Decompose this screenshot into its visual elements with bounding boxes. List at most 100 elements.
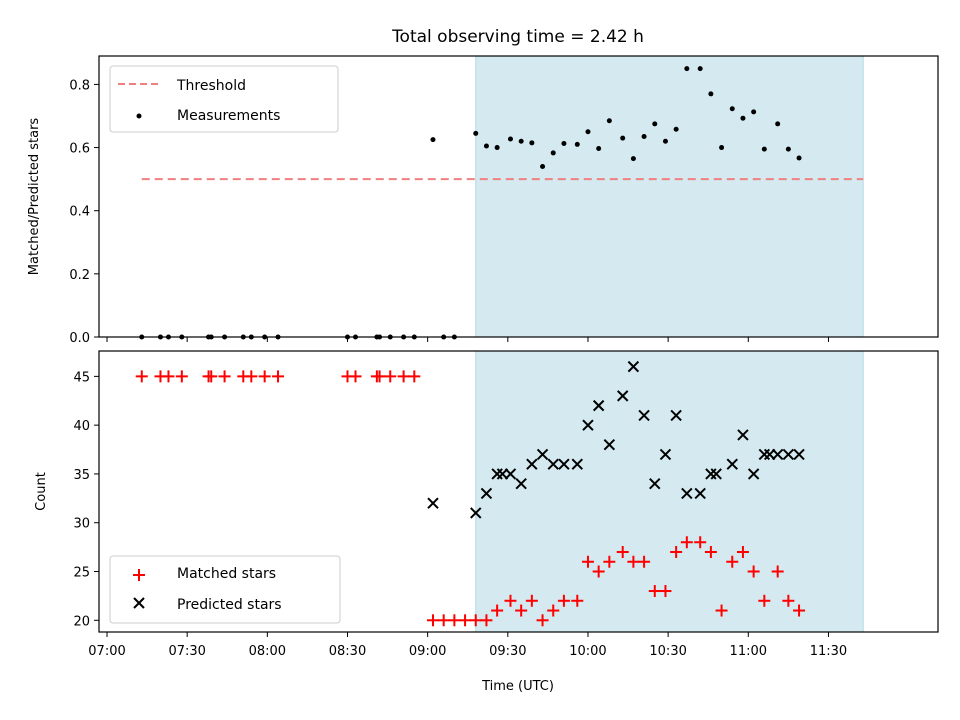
bottom-x-tick-label: 11:00 (730, 644, 767, 659)
predicted-star-point (616, 390, 629, 402)
matched-star-point (437, 614, 450, 627)
predicted-star-point (603, 438, 616, 451)
measurement-point (719, 145, 725, 151)
measurement-point (561, 140, 567, 146)
predicted-star-point (547, 458, 559, 470)
legend-matched-label: Matched stars (177, 566, 276, 582)
measurement-point (761, 146, 767, 152)
measurement-point (729, 106, 735, 112)
top-panel: 0.00.20.40.60.8 Matched/Predicted stars … (27, 55, 939, 346)
predicted-star-point (737, 429, 749, 441)
measurement-point (550, 150, 556, 156)
top-y-tick-label: 0.6 (69, 142, 90, 157)
matched-star-point (135, 370, 148, 383)
top-y-tick-label: 0.8 (69, 78, 90, 93)
matched-star-point (515, 604, 528, 617)
predicted-star-point (582, 419, 594, 431)
bottom-y-tick-label: 30 (73, 517, 90, 532)
bottom-x-tick-label: 08:30 (329, 644, 366, 659)
measurement-point (473, 130, 479, 136)
predicted-star-point (536, 448, 549, 461)
matched-star-point (205, 370, 218, 383)
predicted-star-point (571, 458, 583, 470)
measurement-point (708, 91, 714, 97)
predicted-star-point (649, 477, 661, 490)
measurement-point (740, 115, 746, 121)
matched-star-point (491, 604, 504, 617)
bottom-x-tick-label: 11:30 (810, 644, 847, 659)
matched-star-point (175, 370, 188, 383)
matched-star-point (469, 614, 482, 627)
matched-star-point (736, 545, 749, 558)
measurement-point (540, 164, 546, 170)
legend-predicted-swatch (133, 597, 145, 609)
measurement-point (529, 140, 535, 146)
matched-star-point (627, 555, 640, 568)
chart-title: Total observing time = 2.42 h (391, 27, 644, 47)
measurement-point (630, 156, 636, 162)
matched-star-point (557, 594, 570, 607)
matched-star-point (726, 555, 739, 568)
predicted-star-point (771, 448, 784, 461)
measurement-point (673, 126, 679, 132)
bottom-legend: Matched stars Predicted stars (109, 555, 341, 624)
matched-star-point (504, 594, 517, 607)
matched-star-point (793, 604, 806, 617)
matched-star-point (448, 614, 461, 627)
measurement-point (775, 121, 781, 127)
matched-star-point (525, 594, 538, 607)
matched-star-point (694, 536, 707, 549)
legend-matched-swatch (133, 569, 145, 581)
matched-star-point (218, 370, 231, 383)
matched-star-point (459, 614, 472, 627)
measurement-point (652, 121, 658, 127)
measurement-point (641, 134, 647, 140)
predicted-star-point (782, 448, 795, 461)
measurement-point (518, 138, 524, 144)
matched-star-point (603, 555, 616, 568)
predicted-star-point (638, 409, 650, 422)
matched-star-point (547, 604, 560, 617)
top-y-tick-label: 0.0 (69, 331, 90, 346)
legend-predicted-label: Predicted stars (177, 597, 282, 613)
matched-star-point (349, 370, 362, 383)
matched-star-point (397, 370, 410, 383)
top-y-tick-label: 0.4 (69, 205, 90, 220)
counts-layer (135, 360, 806, 627)
bottom-y-axis-label: Count (34, 472, 49, 511)
bottom-y-tick-label: 40 (73, 419, 90, 434)
matched-star-point (648, 585, 661, 598)
matched-star-point (659, 585, 672, 598)
top-legend: Threshold Measurements (109, 65, 339, 133)
predicted-star-point (681, 487, 693, 500)
matched-star-point (272, 370, 285, 383)
predicted-star-point (480, 487, 493, 500)
matched-star-point (245, 370, 258, 383)
matched-star-point (162, 370, 175, 383)
predicted-star-point (670, 409, 682, 422)
measurement-point (751, 109, 757, 115)
matched-star-point (571, 594, 584, 607)
top-axes-frame (98, 55, 939, 338)
measurement-point (684, 66, 690, 72)
matched-star-point (616, 545, 629, 558)
matched-star-point (480, 614, 493, 627)
predicted-star-point (710, 468, 722, 480)
predicted-star-point (504, 468, 517, 480)
measurement-point (596, 146, 602, 152)
matched-star-point (715, 604, 728, 617)
bottom-x-tick-label: 10:00 (569, 644, 606, 659)
predicted-star-point (515, 477, 527, 490)
measurement-point (697, 66, 703, 72)
matched-star-point (670, 545, 683, 558)
x-axis-label: Time (UTC) (481, 679, 554, 694)
predicted-star-point (427, 497, 439, 509)
measurement-point (574, 141, 580, 147)
measurement-point (785, 146, 791, 152)
matched-star-point (581, 555, 594, 568)
bottom-panel: 20 25 30 35 40 45 07:00 07:30 08:00 08:30 09:00 09… (34, 350, 939, 694)
bottom-x-tick-label: 10:30 (649, 644, 686, 659)
predicted-star-point (470, 507, 482, 519)
bottom-observing-window (475, 350, 864, 633)
